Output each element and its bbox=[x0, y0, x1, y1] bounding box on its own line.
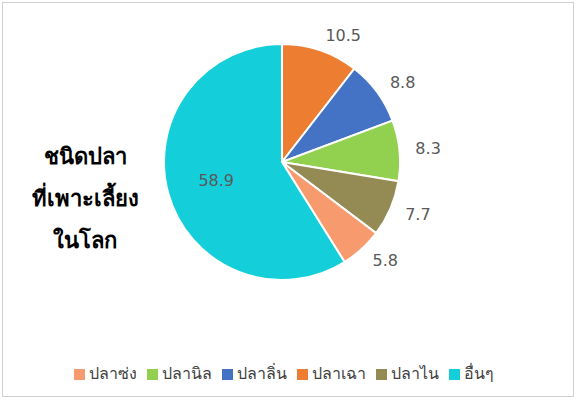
html-text:ปลาลิ่น: ปลาลิ่น bbox=[237, 364, 287, 383]
html-text:ในโลก: ในโลก bbox=[53, 228, 117, 253]
html-text:ปลาไน: ปลาไน bbox=[391, 364, 439, 383]
html-text:ปลาซ่ง: ปลาซ่ง bbox=[89, 364, 137, 383]
html-text:ปลานิล: ปลานิล bbox=[162, 364, 212, 383]
svg-text:8.8: 8.8 bbox=[390, 73, 415, 92]
html-text:ปลาเฉา: ปลาเฉา bbox=[312, 364, 366, 383]
svg-text:58.9: 58.9 bbox=[198, 171, 234, 190]
svg-text:10.5: 10.5 bbox=[325, 26, 361, 45]
svg-text:7.7: 7.7 bbox=[405, 205, 430, 224]
html-text:อื่นๆ: อื่นๆ bbox=[464, 364, 494, 383]
html-text:ชนิดปลา: ชนิดปลา bbox=[43, 144, 127, 169]
svg-text:5.8: 5.8 bbox=[372, 251, 397, 270]
svg-text:8.3: 8.3 bbox=[415, 139, 440, 158]
html-text:ที่เพาะเลี้ยง: ที่เพาะเลี้ยง bbox=[31, 186, 139, 211]
